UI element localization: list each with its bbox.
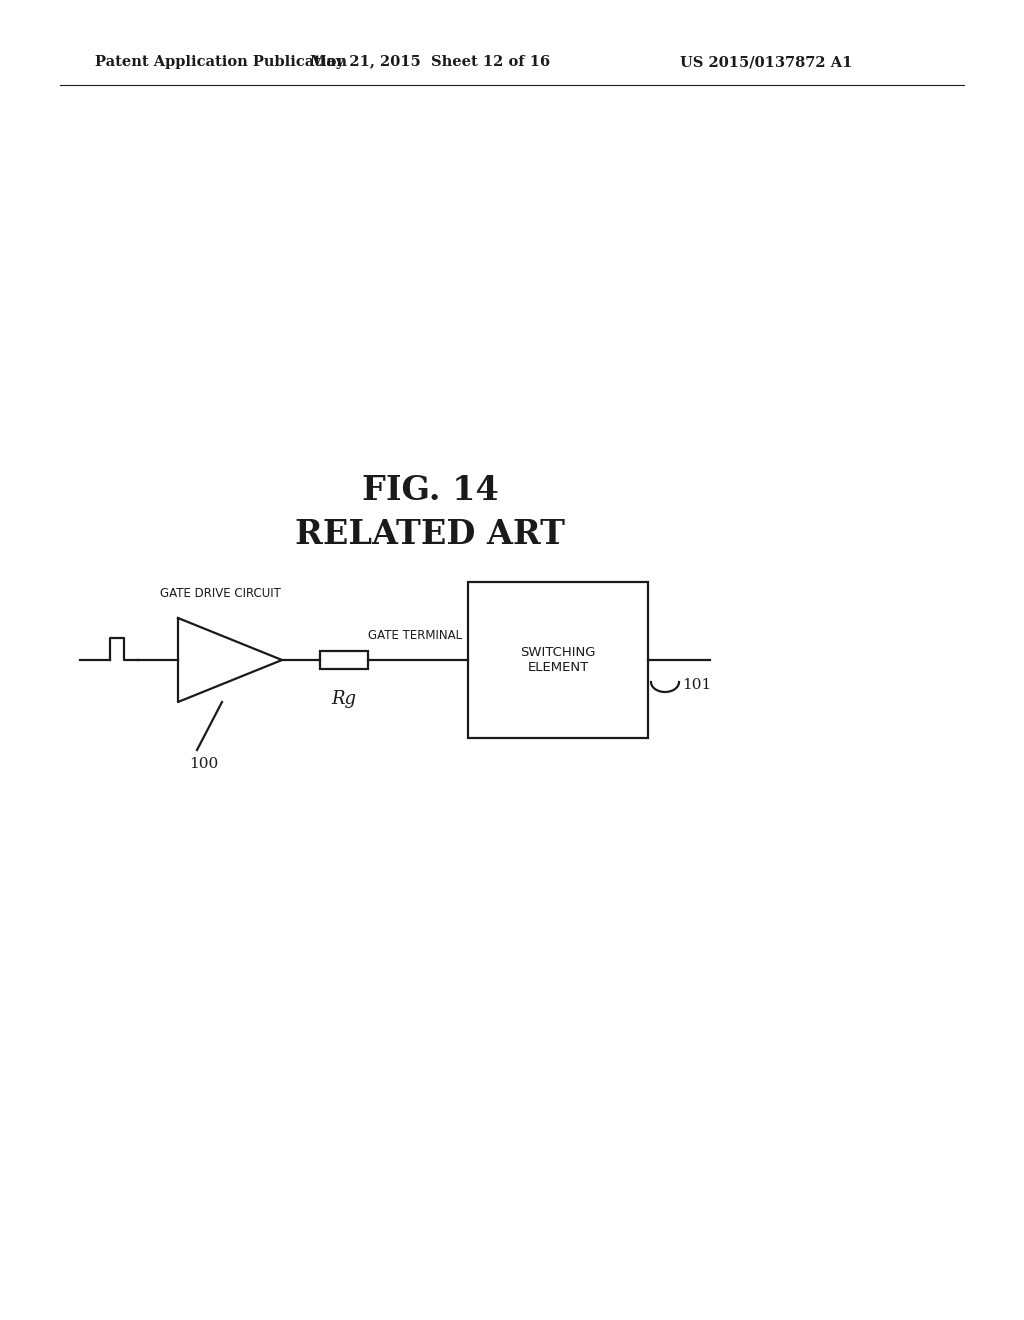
- Text: GATE TERMINAL: GATE TERMINAL: [368, 630, 462, 642]
- Text: SWITCHING
ELEMENT: SWITCHING ELEMENT: [520, 645, 596, 675]
- Bar: [468, 582, 648, 738]
- Text: Rg: Rg: [332, 690, 356, 708]
- Text: FIG. 14: FIG. 14: [361, 474, 499, 507]
- Text: 101: 101: [682, 678, 712, 692]
- Text: GATE DRIVE CIRCUIT: GATE DRIVE CIRCUIT: [160, 587, 281, 601]
- Text: Patent Application Publication: Patent Application Publication: [95, 55, 347, 69]
- Text: US 2015/0137872 A1: US 2015/0137872 A1: [680, 55, 852, 69]
- Text: May 21, 2015  Sheet 12 of 16: May 21, 2015 Sheet 12 of 16: [310, 55, 550, 69]
- Text: 100: 100: [189, 756, 219, 771]
- Bar: [319, 651, 368, 669]
- Text: RELATED ART: RELATED ART: [295, 519, 565, 552]
